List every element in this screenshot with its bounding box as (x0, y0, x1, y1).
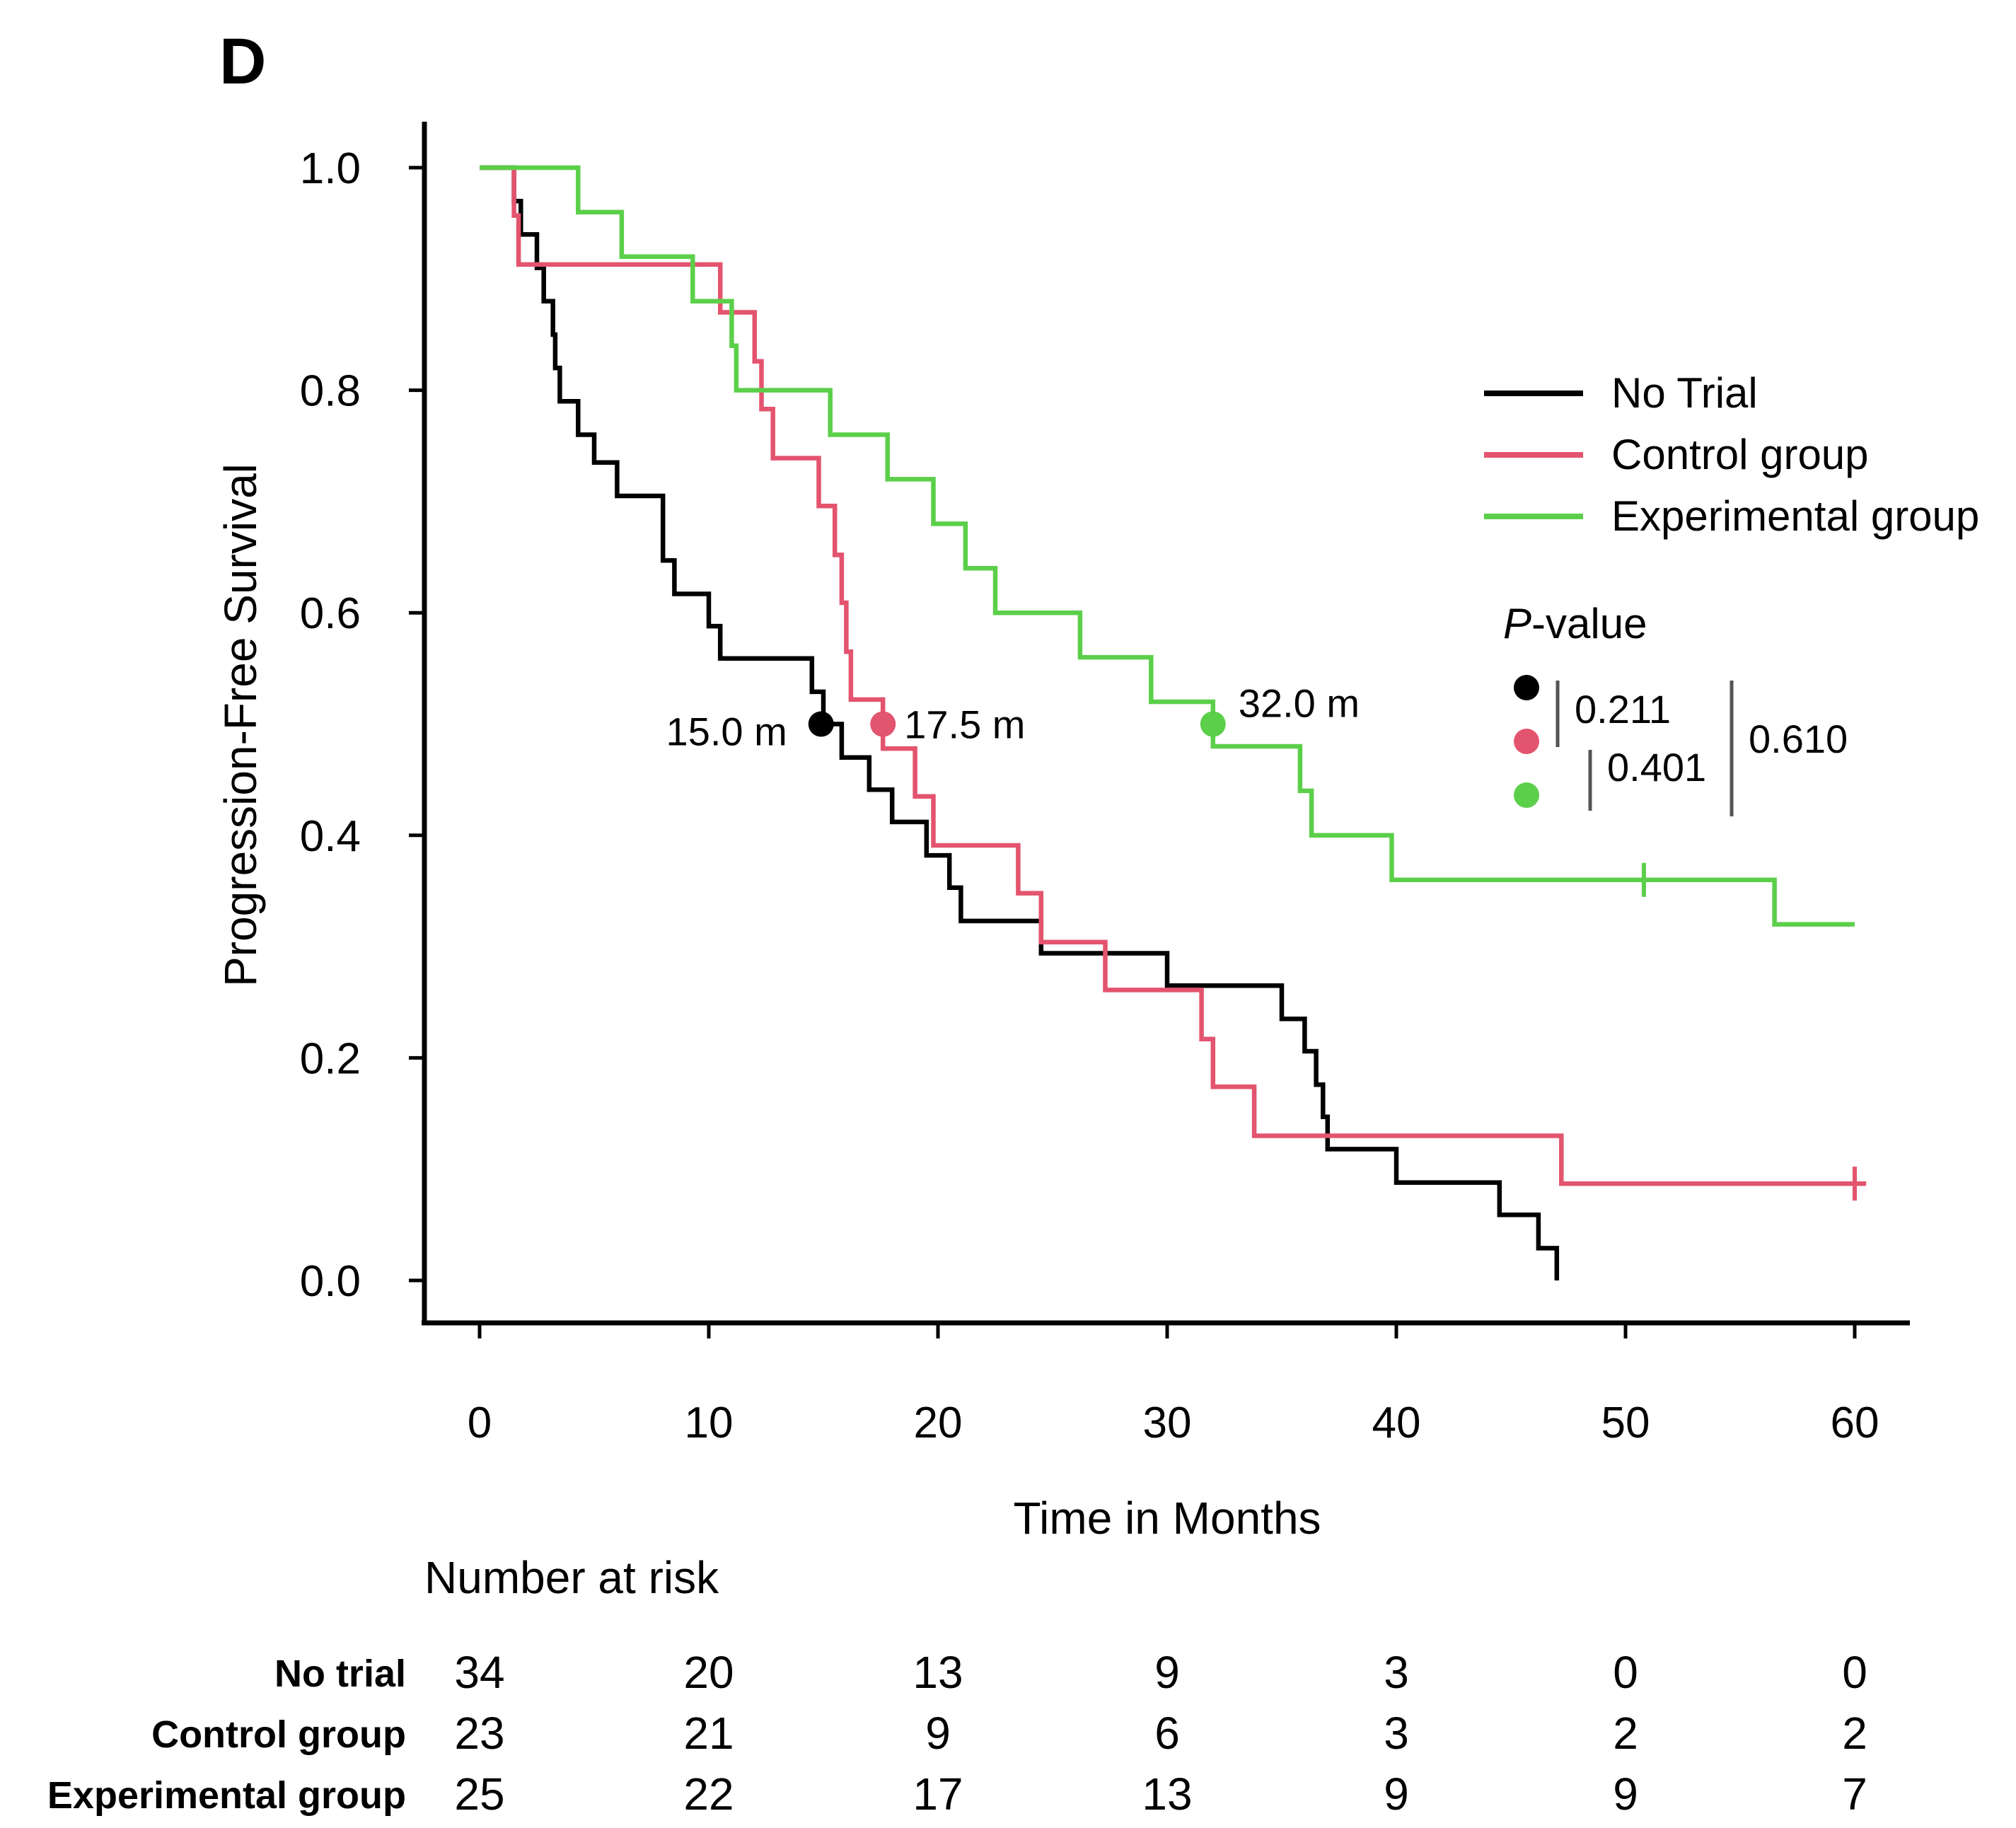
pvalue-control-experimental: 0.401 (1607, 745, 1706, 789)
survival-curves (480, 165, 1867, 1280)
x-tick-label: 60 (1831, 1399, 1879, 1447)
risk-cell: 3 (1384, 1708, 1409, 1759)
risk-cell: 0 (1613, 1647, 1638, 1698)
risk-cell: 2 (1613, 1708, 1638, 1759)
y-tick-label: 0.8 (300, 367, 361, 416)
pvalue-dot-no-trial (1514, 675, 1539, 700)
risk-cell: 9 (1384, 1769, 1409, 1820)
y-tick-label: 1.0 (300, 144, 361, 193)
risk-cell: 9 (1154, 1647, 1180, 1698)
pvalue-title-italic: P (1503, 600, 1531, 647)
median-label-no-trial: 15.0 m (666, 710, 787, 754)
risk-row-label: No trial (274, 1653, 406, 1695)
panel-label: D (219, 25, 266, 98)
median-point-experimental-group (1200, 711, 1226, 737)
risk-cell: 3 (1384, 1647, 1409, 1698)
median-label-experimental-group: 32.0 m (1239, 681, 1360, 726)
risk-cell: 7 (1842, 1769, 1867, 1820)
risk-cell: 17 (913, 1769, 963, 1820)
risk-cell: 6 (1154, 1708, 1180, 1759)
pvalue-title: P-value (1503, 600, 1647, 647)
risk-cell: 23 (454, 1708, 504, 1759)
risk-table: Number at risk No trial 34 20 13 9 3 0 0 Control… (47, 1552, 1867, 1820)
risk-cell: 21 (683, 1708, 734, 1759)
x-tick-label: 40 (1372, 1399, 1421, 1447)
risk-table-title: Number at risk (424, 1552, 719, 1603)
risk-cell: 20 (683, 1647, 734, 1698)
x-tick-label: 10 (685, 1399, 734, 1447)
pvalue-block: P-value 0.211 0.401 0.610 (1503, 600, 1848, 816)
risk-cell: 9 (1613, 1769, 1638, 1820)
risk-cell: 9 (925, 1708, 951, 1759)
y-tick-label: 0.6 (300, 589, 361, 638)
legend-label-no-trial: No Trial (1611, 369, 1758, 417)
risk-cell: 25 (454, 1769, 504, 1820)
x-tick-label: 20 (914, 1399, 963, 1447)
y-tick-label: 0.0 (300, 1257, 361, 1306)
axes: 0.0 0.2 0.4 0.6 0.8 1.0 0 10 20 30 40 50 60 (300, 122, 1910, 1447)
curve-control-group (480, 165, 1867, 1186)
x-tick-label: 50 (1601, 1399, 1650, 1447)
median-markers: 15.0 m 17.5 m 32.0 m (666, 681, 1360, 754)
x-tick-label: 0 (468, 1399, 492, 1447)
x-axis-title: Time in Months (1013, 1493, 1321, 1544)
risk-cell: 2 (1842, 1708, 1867, 1759)
pvalue-dot-experimental-group (1514, 782, 1539, 808)
y-tick-label: 0.4 (300, 812, 361, 861)
pvalue-dot-control-group (1514, 729, 1539, 754)
legend-label-control-group: Control group (1611, 431, 1869, 478)
pvalue-dots (1514, 675, 1539, 808)
risk-cell: 13 (1142, 1769, 1192, 1820)
risk-cell: 22 (683, 1769, 734, 1820)
y-tick-label: 0.2 (300, 1034, 361, 1083)
median-point-no-trial (808, 711, 834, 737)
median-label-control-group: 17.5 m (904, 702, 1025, 747)
risk-cell: 0 (1842, 1647, 1867, 1698)
pvalue-title-rest: -value (1531, 600, 1647, 647)
legend: No Trial Control group Experimental group (1484, 369, 1979, 540)
y-ticks: 0.0 0.2 0.4 0.6 0.8 1.0 (300, 144, 424, 1306)
y-axis-title: Progression-Free Survival (215, 463, 266, 987)
x-tick-label: 30 (1143, 1399, 1192, 1447)
median-point-control-group (870, 711, 896, 737)
x-ticks: 0 10 20 30 40 50 60 (468, 1323, 1879, 1447)
legend-label-experimental-group: Experimental group (1611, 492, 1979, 540)
pvalue-no-trial-experimental: 0.610 (1749, 717, 1848, 761)
curve-experimental-group (480, 165, 1855, 927)
risk-cell: 34 (454, 1647, 504, 1698)
risk-row-label: Experimental group (47, 1774, 406, 1817)
risk-cell: 13 (913, 1647, 963, 1698)
risk-row-label: Control group (151, 1713, 406, 1756)
curve-no-trial (480, 165, 1560, 1280)
pvalue-no-trial-control: 0.211 (1575, 687, 1671, 731)
